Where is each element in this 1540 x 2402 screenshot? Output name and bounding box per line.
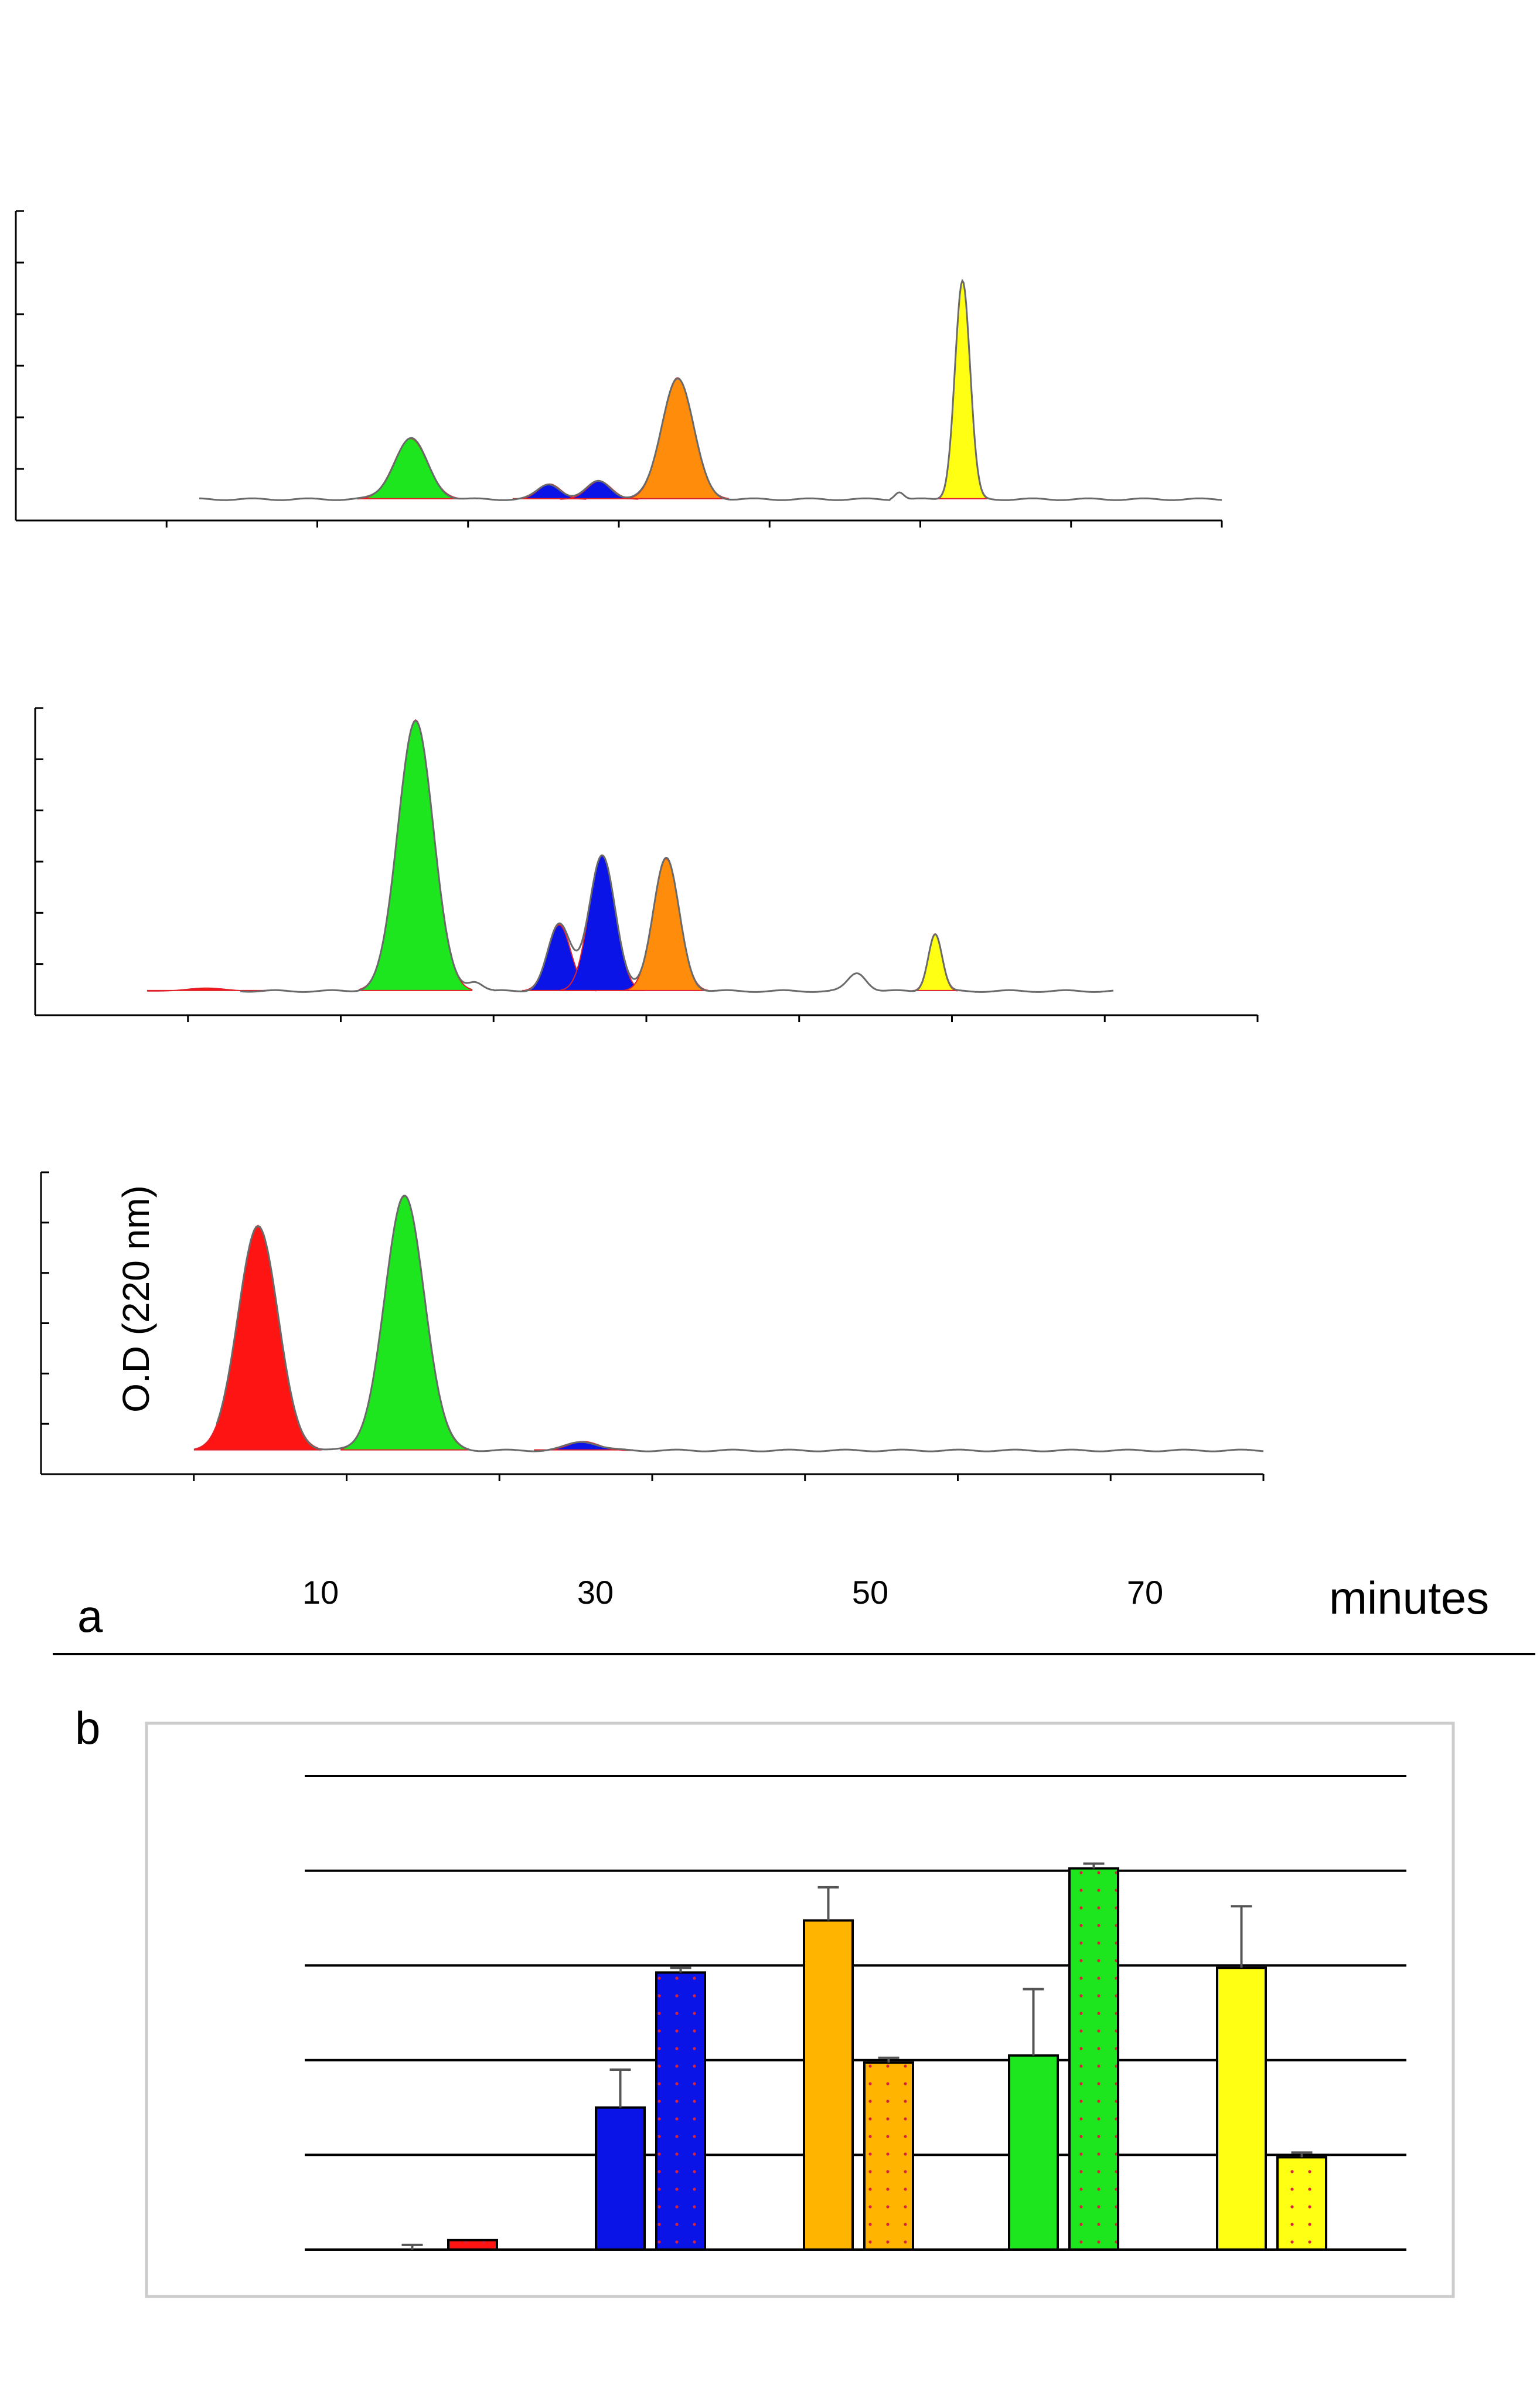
bar-group-1 (401, 2238, 498, 2251)
bar-pattern (1279, 2158, 1325, 2248)
peak-ε (626, 377, 729, 499)
bar-pattern (1071, 1869, 1117, 2248)
bar-short (803, 1919, 854, 2251)
trace-line (199, 278, 1222, 501)
bar-group-2 (595, 1966, 706, 2251)
y-axis-label: O.D (220 nm) (115, 1185, 157, 1413)
panel-b (145, 1721, 1455, 2298)
chromatogram-2 (34, 707, 1259, 1022)
peak-ζ (912, 933, 958, 992)
bar-group-4 (1008, 1862, 1119, 2251)
peak-α (359, 719, 473, 991)
bar-pattern (866, 2063, 912, 2248)
bar-pattern (657, 1974, 704, 2248)
chromatogram-3 (40, 1171, 1265, 1481)
panel-b-label: b (75, 1702, 100, 1754)
bar-short (595, 2106, 646, 2251)
trace-line (240, 720, 1114, 993)
x-tick-30: 30 (577, 1574, 614, 1611)
bar-group-5 (1216, 1905, 1327, 2251)
peak-β (193, 1224, 322, 1451)
x-tick-70: 70 (1127, 1574, 1163, 1611)
panel-a (15, 210, 1265, 1481)
peak-ζ (938, 279, 987, 499)
panel-a-label: a (77, 1590, 103, 1642)
x-tick-50: 50 (852, 1574, 888, 1611)
bar-pattern (449, 2241, 496, 2248)
bar-short (1216, 1966, 1267, 2251)
bar-group-3 (803, 1886, 914, 2251)
x-tick-10: 10 (302, 1574, 339, 1611)
trace-line (216, 1195, 1264, 1452)
bar-short (1008, 2054, 1059, 2251)
x-axis-label: minutes (1329, 1572, 1489, 1624)
plot-frame (145, 1721, 1455, 2298)
peak-β (146, 987, 266, 992)
peak-α (357, 438, 465, 500)
peak-ε (624, 858, 708, 991)
peak-α (340, 1195, 469, 1451)
chromatogram-1 (15, 210, 1223, 528)
